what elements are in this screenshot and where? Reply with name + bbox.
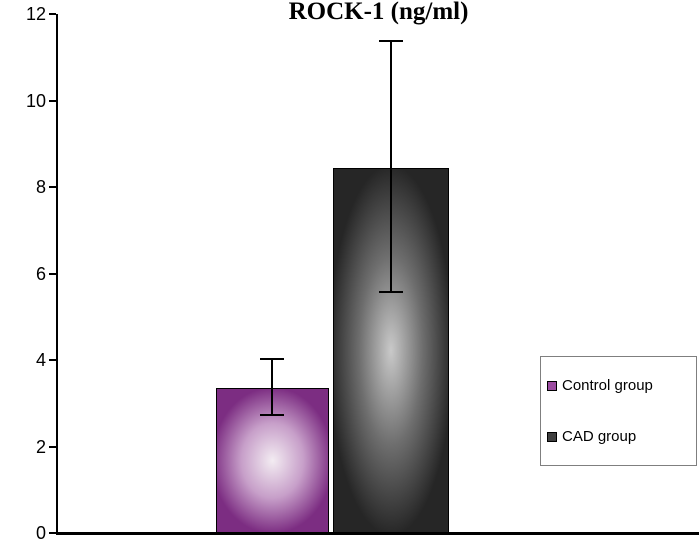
errorbar-control-group [260,357,284,417]
chart-title: ROCK-1 (ng/ml) [288,0,469,25]
errorbar-stem [271,357,273,417]
legend-item-control-group: Control group [547,377,690,394]
chart-legend: Control group CAD group [540,356,697,466]
y-axis-tick-mark [49,99,56,102]
legend-swatch-cad-group [547,431,557,442]
errorbar-cap-bottom [379,290,403,293]
errorbar-cad-group [379,39,403,293]
y-axis-tick-label: 10 [25,90,46,111]
y-axis-tick-label: 0 [35,523,46,543]
legend-swatch-control-group [547,380,557,391]
legend-label-control-group: Control group [562,377,653,394]
y-axis-tick-label: 12 [25,4,46,24]
legend-item-cad-group: CAD group [547,428,690,445]
y-axis-tick-mark [49,13,56,15]
y-axis-tick-mark [49,186,56,188]
legend-label-cad-group: CAD group [562,428,637,445]
y-axis-tick-label: 6 [35,263,46,284]
y-axis-tick-label: 4 [35,350,46,370]
errorbar-stem [390,39,392,293]
y-axis-tick-mark [49,532,56,534]
y-axis-tick-mark [49,272,56,275]
x-axis-line [56,532,699,535]
y-axis-tick-label: 8 [35,177,46,197]
errorbar-cap-bottom [260,414,284,417]
y-axis-line [56,14,58,533]
y-axis-tick-mark [49,445,56,448]
y-axis-tick-mark [49,359,56,361]
y-axis-tick-label: 2 [35,436,46,457]
